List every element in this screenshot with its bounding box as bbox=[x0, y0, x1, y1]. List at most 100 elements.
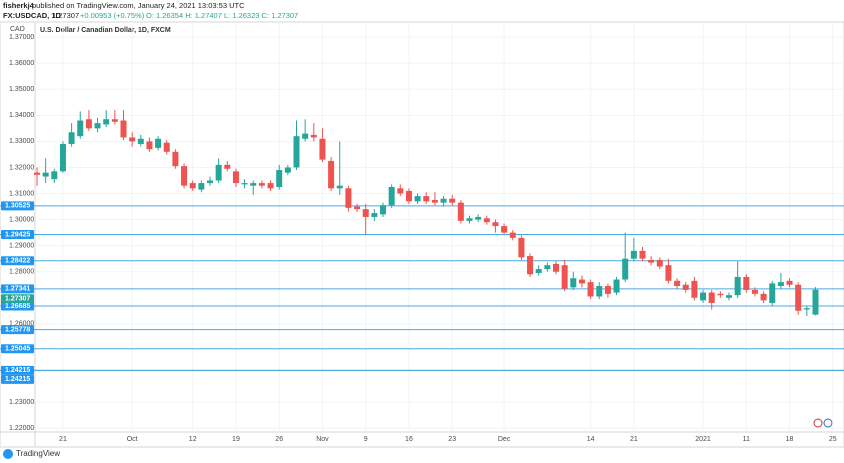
x-tick-label: 11 bbox=[743, 436, 750, 443]
level-label-bg bbox=[1, 284, 34, 294]
candle-body bbox=[371, 213, 378, 217]
y-tick-label: 1.30000 bbox=[9, 216, 34, 223]
x-tick-label: 19 bbox=[232, 436, 240, 443]
level-label: 1.30525 bbox=[5, 203, 30, 210]
candle-body bbox=[656, 259, 663, 267]
candle-body bbox=[457, 202, 464, 221]
candle-body bbox=[397, 188, 404, 194]
y-tick-label: 1.35000 bbox=[9, 86, 34, 93]
candle-body bbox=[578, 279, 585, 284]
candle-body bbox=[302, 133, 309, 139]
candle-body bbox=[726, 295, 732, 298]
candle-body bbox=[77, 120, 84, 137]
x-tick-label: 25 bbox=[829, 436, 837, 443]
x-tick-label: 14 bbox=[587, 436, 595, 443]
candle-body bbox=[639, 250, 646, 259]
candle-body bbox=[622, 258, 629, 280]
last: 1.27307 bbox=[52, 11, 79, 20]
chart-frame bbox=[0, 21, 844, 448]
candle-body bbox=[751, 289, 758, 294]
candle-body bbox=[777, 282, 784, 287]
candle-body bbox=[68, 132, 75, 144]
x-tick-label: 21 bbox=[59, 436, 67, 443]
candle-body bbox=[120, 120, 127, 138]
candle-body bbox=[146, 141, 153, 150]
candle-body bbox=[163, 142, 170, 152]
candle-body bbox=[527, 256, 534, 275]
published: published on TradingView.com, January 24… bbox=[32, 1, 245, 10]
candle-body bbox=[380, 205, 386, 215]
candle-body bbox=[501, 226, 508, 233]
candle-body bbox=[544, 265, 551, 270]
flag-icon bbox=[813, 418, 823, 428]
candle-body bbox=[648, 259, 655, 263]
y-tick-label: 1.26000 bbox=[9, 321, 34, 328]
candle-body bbox=[250, 183, 257, 186]
level-label-bg bbox=[1, 201, 34, 211]
y-tick-label: 1.31000 bbox=[9, 190, 34, 197]
candle-body bbox=[691, 280, 698, 298]
level-label: 1.28422 bbox=[5, 258, 30, 265]
candle-body bbox=[207, 180, 213, 184]
candle-body bbox=[466, 218, 473, 221]
candle-body bbox=[518, 237, 525, 258]
candle-body bbox=[734, 276, 741, 296]
ohlc: O: 1.26354 H: 1.27407 L: 1.26323 C: 1.27… bbox=[146, 11, 298, 20]
candle-body bbox=[328, 160, 335, 189]
x-tick-label: Oct bbox=[127, 436, 138, 443]
level-label-bg bbox=[1, 301, 34, 311]
last-price-label: 1.27307 bbox=[5, 296, 30, 303]
candle-body bbox=[276, 170, 283, 187]
y-tick-label: 1.37000 bbox=[9, 34, 34, 41]
candle-body bbox=[310, 134, 317, 138]
candle-body bbox=[682, 284, 689, 290]
candle-body bbox=[803, 308, 810, 310]
flag-icon bbox=[823, 418, 833, 428]
candle-body bbox=[596, 286, 603, 297]
candle-body bbox=[587, 282, 594, 297]
candle-body bbox=[42, 172, 49, 177]
x-tick-label: 9 bbox=[364, 436, 368, 443]
candle-body bbox=[769, 283, 776, 303]
candle-body bbox=[760, 293, 767, 301]
x-tick-label: 16 bbox=[405, 436, 413, 443]
candle-body bbox=[345, 188, 352, 208]
x-tick-label: Dec bbox=[498, 436, 511, 443]
y-tick-label: 1.23000 bbox=[9, 399, 34, 406]
candle-body bbox=[362, 209, 369, 217]
x-tick-label: 12 bbox=[189, 436, 197, 443]
candle-body bbox=[94, 123, 101, 129]
candle-body bbox=[232, 171, 239, 184]
candle-body bbox=[59, 143, 66, 172]
level-label-bg bbox=[1, 365, 34, 375]
level-label: 1.26685 bbox=[5, 303, 30, 310]
candle-body bbox=[708, 292, 715, 303]
candle-body bbox=[336, 185, 343, 189]
candle-body bbox=[475, 216, 482, 220]
candle-body bbox=[535, 269, 542, 274]
candle-body bbox=[449, 198, 456, 203]
candle-body bbox=[258, 183, 265, 186]
candle-body bbox=[509, 232, 516, 238]
chart-title: U.S. Dollar / Canadian Dollar, 1D, FXCM bbox=[40, 27, 171, 34]
candle-body bbox=[172, 151, 179, 167]
candle-body bbox=[34, 172, 40, 175]
author: fisherkj4 bbox=[3, 1, 35, 10]
candle-body bbox=[85, 119, 92, 129]
candle-body bbox=[293, 136, 300, 168]
x-tick-label: 2021 bbox=[695, 436, 711, 443]
candle-body bbox=[354, 206, 361, 210]
level-label-bg bbox=[1, 230, 34, 240]
symbol: FX:USDCAD, 1D bbox=[3, 11, 62, 20]
candle-body bbox=[440, 198, 447, 203]
x-tick-label: 26 bbox=[275, 436, 283, 443]
y-tick-label: 1.29000 bbox=[9, 242, 34, 249]
candle-body bbox=[812, 289, 819, 315]
candle-body bbox=[630, 250, 637, 259]
candle-body bbox=[717, 293, 724, 296]
candle-body bbox=[604, 286, 611, 294]
level-label: 1.24215 bbox=[5, 376, 30, 383]
candle-body bbox=[492, 222, 499, 227]
candle-body bbox=[483, 218, 490, 223]
candle-body bbox=[155, 138, 162, 148]
